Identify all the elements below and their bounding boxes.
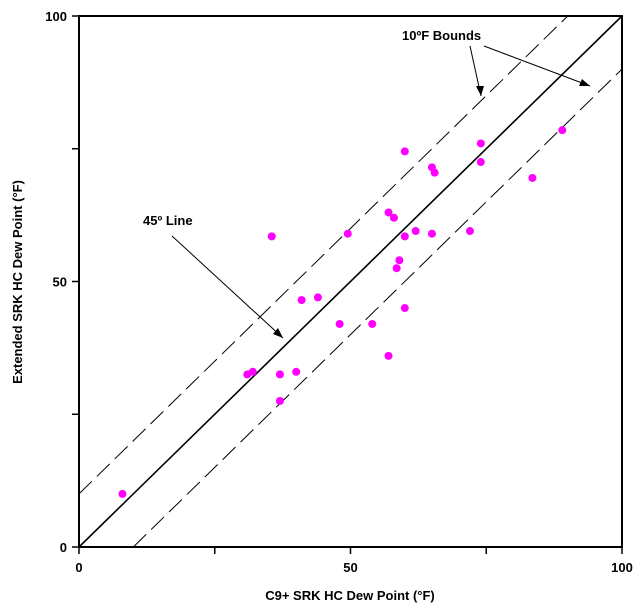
data-point xyxy=(275,396,284,405)
data-point xyxy=(335,319,344,328)
data-point xyxy=(118,489,127,498)
data-point xyxy=(275,370,284,379)
data-point xyxy=(297,296,306,305)
data-point xyxy=(427,229,436,238)
y-tick-label: 0 xyxy=(60,540,67,555)
data-point xyxy=(558,126,567,135)
axes: 0 50 100 0 50 100 xyxy=(45,9,633,575)
data-point xyxy=(384,208,393,217)
x-tick-label: 50 xyxy=(343,560,357,575)
y-tick-label: 50 xyxy=(53,275,67,290)
arrow-heads xyxy=(273,79,590,338)
data-point xyxy=(476,139,485,148)
data-point xyxy=(313,293,322,302)
arrowhead-bounds-lower xyxy=(579,79,590,86)
arrow-45-line xyxy=(171,235,284,339)
data-point xyxy=(384,351,393,360)
data-point xyxy=(476,158,485,167)
data-point xyxy=(389,213,398,222)
annotation-45-line: 45º Line xyxy=(143,213,193,228)
x-tick-label: 0 xyxy=(75,560,82,575)
data-point xyxy=(395,256,404,265)
arrowhead-bounds-upper xyxy=(476,86,484,96)
data-point xyxy=(400,232,409,241)
data-point xyxy=(392,264,401,273)
data-point xyxy=(430,168,439,177)
data-point xyxy=(267,232,276,241)
bound-upper-dashed xyxy=(78,15,569,495)
data-point xyxy=(368,319,377,328)
arrow-bounds-lower xyxy=(483,45,591,87)
x-axis-title: C9+ SRK HC Dew Point (°F) xyxy=(265,588,435,603)
data-point xyxy=(528,173,537,182)
x-tick-label: 100 xyxy=(611,560,633,575)
y-axis-title: Extended SRK HC Dew Point (°F) xyxy=(10,180,25,384)
annotation-10f-bounds: 10ºF Bounds xyxy=(402,28,481,43)
line-45-degree xyxy=(78,15,623,548)
arrowhead-45-line xyxy=(273,328,283,338)
data-point xyxy=(411,227,420,236)
data-point xyxy=(465,227,474,236)
data-point xyxy=(400,304,409,313)
annotation-arrows xyxy=(171,45,591,339)
bound-lower-dashed xyxy=(132,68,623,548)
y-tick-label: 100 xyxy=(45,9,67,24)
data-points xyxy=(118,126,567,498)
reference-lines xyxy=(78,15,623,548)
data-point xyxy=(400,147,409,156)
data-point xyxy=(292,367,301,376)
data-point xyxy=(248,367,257,376)
data-point xyxy=(343,229,352,238)
